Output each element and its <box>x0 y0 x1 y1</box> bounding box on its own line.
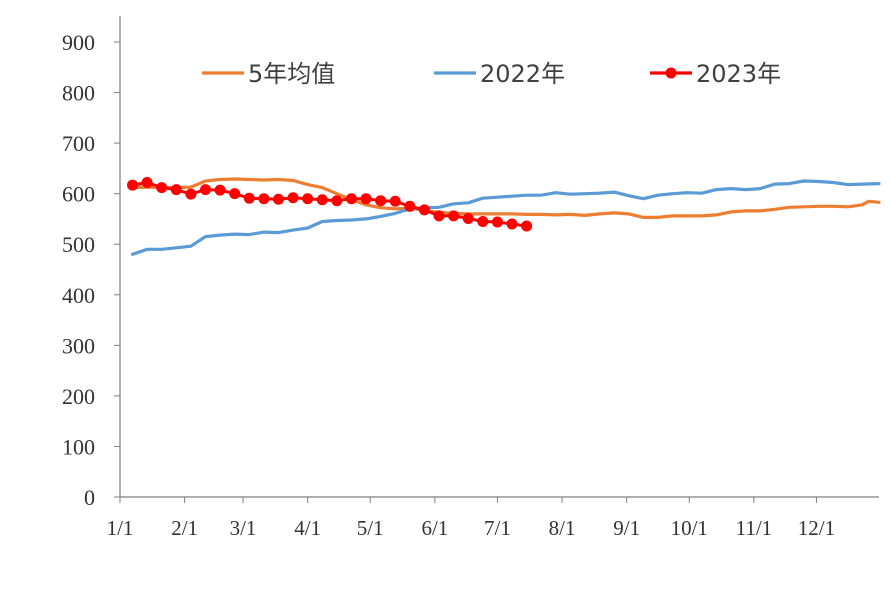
x-tick-label: 6/1 <box>421 516 448 540</box>
y-tick-label: 100 <box>62 434 95 459</box>
y-tick-label: 600 <box>62 182 95 207</box>
data-point <box>199 184 211 196</box>
y-tick-label: 800 <box>62 81 95 106</box>
x-tick-label: 9/1 <box>613 516 640 540</box>
x-tick-label: 8/1 <box>549 516 576 540</box>
x-tick-label: 10/1 <box>671 516 708 540</box>
data-point <box>375 195 387 207</box>
series-3 <box>127 177 533 232</box>
x-tick-label: 7/1 <box>484 516 511 540</box>
legend-item: 2022年 <box>434 60 565 88</box>
legend-marker <box>665 67 677 79</box>
data-point <box>243 192 255 204</box>
data-point <box>389 195 401 207</box>
data-point <box>491 216 503 228</box>
data-point <box>316 194 328 206</box>
series-line <box>130 177 881 219</box>
data-point <box>287 192 299 204</box>
data-point <box>185 188 197 200</box>
data-point <box>127 179 139 191</box>
data-point <box>521 220 533 232</box>
data-point <box>448 210 460 222</box>
x-tick-label: 12/1 <box>798 516 835 540</box>
data-point <box>433 210 445 222</box>
data-point <box>272 193 284 205</box>
data-point <box>214 184 226 196</box>
x-tick-label: 5/1 <box>357 516 384 540</box>
x-tick-label: 11/1 <box>736 516 773 540</box>
data-point <box>258 193 270 205</box>
data-point <box>229 188 241 200</box>
chart-legend: 5年均值 2022年 2023年 <box>202 60 781 88</box>
y-tick-label: 200 <box>62 384 95 409</box>
y-tick-label: 300 <box>62 333 95 358</box>
data-point <box>302 193 314 205</box>
data-point <box>404 200 416 212</box>
legend-label: 2022年 <box>480 60 565 88</box>
data-point <box>360 193 372 205</box>
data-point <box>345 193 357 205</box>
legend-label: 5年均值 <box>248 60 335 88</box>
x-tick-label: 3/1 <box>230 516 257 540</box>
data-point <box>331 195 343 207</box>
data-point <box>141 177 153 189</box>
y-tick-label: 700 <box>62 131 95 156</box>
data-point <box>418 204 430 216</box>
y-axis-tick-labels: 0 100 200 300 400 500 600 700 800 900 <box>62 30 120 510</box>
series-2 <box>130 179 881 256</box>
y-tick-label: 500 <box>62 232 95 257</box>
x-tick-label: 2/1 <box>171 516 198 540</box>
data-point <box>170 184 182 196</box>
data-point <box>156 182 168 194</box>
data-point <box>477 215 489 227</box>
x-tick-label: 1/1 <box>107 516 134 540</box>
x-axis-tick-labels: 1/1 2/1 3/1 4/1 5/1 6/1 7/1 8/1 9/1 10/1 11/1 12/1 <box>107 497 835 540</box>
legend-item: 5年均值 <box>202 60 335 88</box>
series-line <box>130 179 881 256</box>
legend-label: 2023年 <box>696 60 781 88</box>
data-point <box>462 212 474 224</box>
series-line <box>131 181 529 228</box>
y-tick-label: 0 <box>84 485 95 510</box>
chart-axes <box>119 16 879 498</box>
legend-item: 2023年 <box>650 60 781 88</box>
x-tick-label: 4/1 <box>294 516 321 540</box>
y-tick-label: 400 <box>62 283 95 308</box>
data-point <box>506 218 518 230</box>
chart-series <box>127 177 881 256</box>
series-1 <box>130 177 881 219</box>
y-tick-label: 900 <box>62 30 95 55</box>
